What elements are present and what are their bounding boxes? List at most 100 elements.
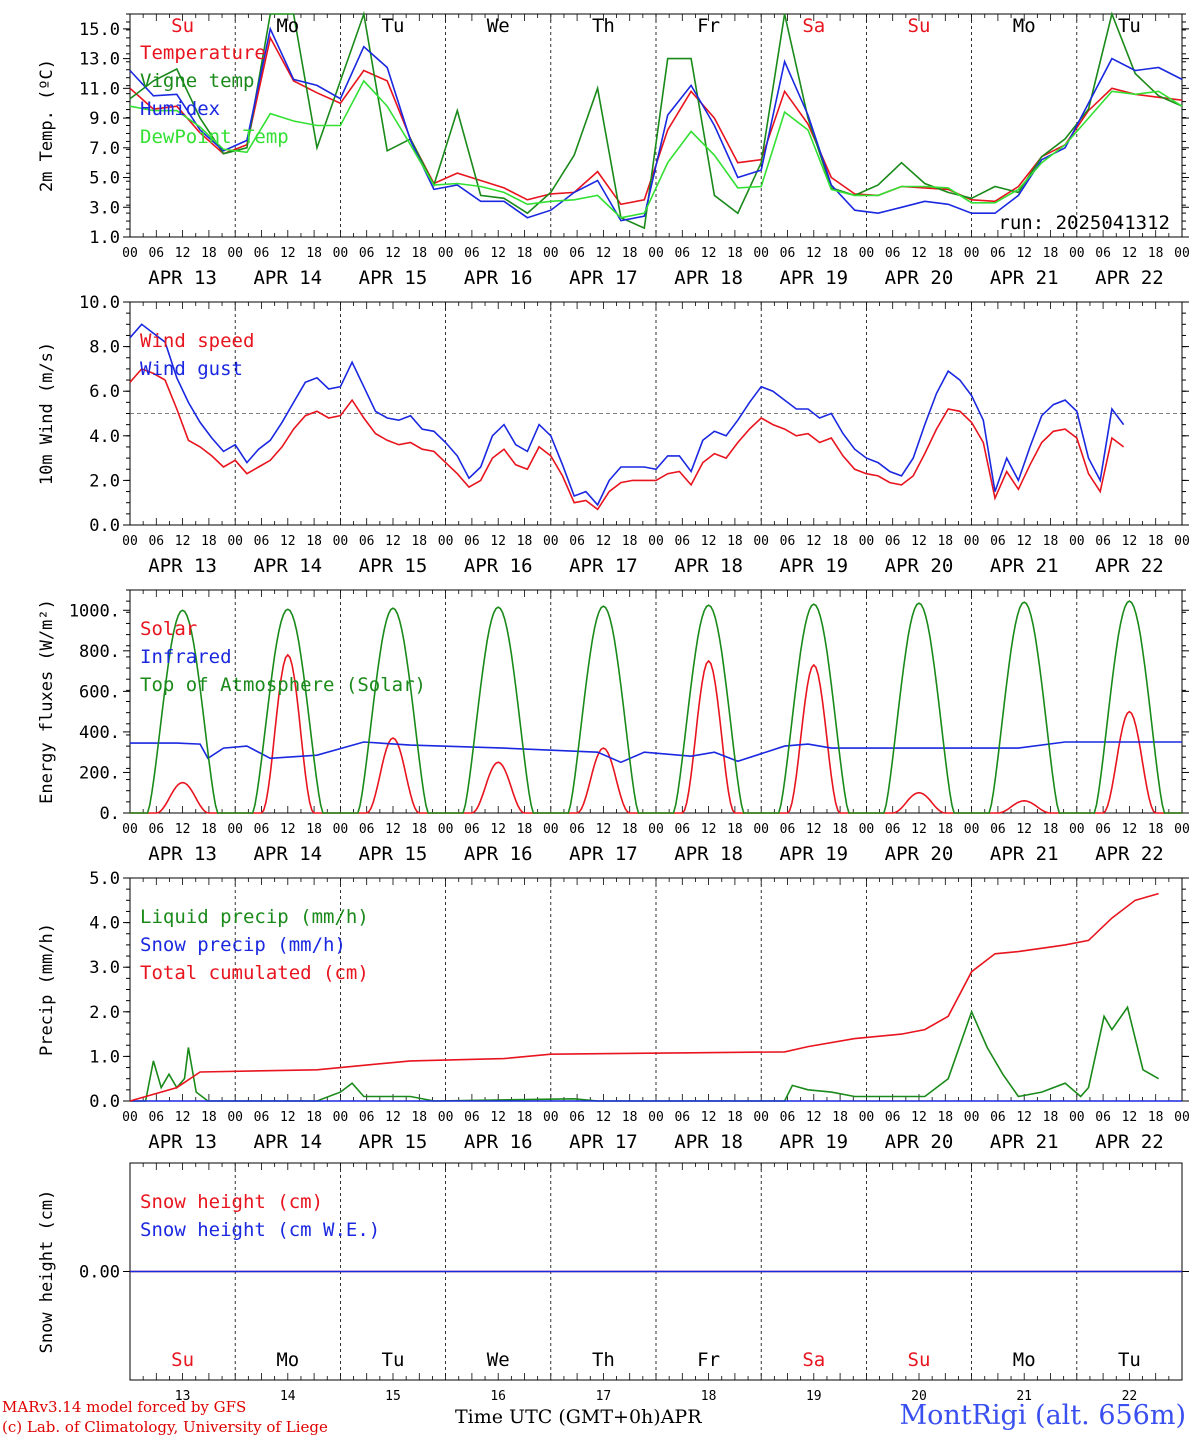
- hour-label: 00: [543, 1110, 559, 1125]
- date-label: APR 16: [464, 1131, 533, 1153]
- hour-label: 00: [333, 1110, 349, 1125]
- x-axis-title-text: Time UTC (GMT+0h): [455, 1406, 661, 1428]
- hour-label: 06: [1095, 246, 1111, 261]
- y-tick-label: 5.0: [89, 169, 120, 189]
- y-tick-label: 0.: [100, 804, 120, 824]
- hour-label: 18: [517, 246, 533, 261]
- hour-label: 12: [1016, 246, 1032, 261]
- hour-label: 00: [227, 534, 243, 549]
- hour-label: 18: [832, 822, 848, 837]
- day-number: 17: [596, 1389, 612, 1404]
- hour-label: 12: [806, 822, 822, 837]
- hour-label: 00: [1069, 534, 1085, 549]
- hour-label: 06: [990, 1110, 1006, 1125]
- hour-label: 12: [175, 246, 191, 261]
- legend-label: Infrared: [140, 646, 232, 668]
- hour-label: 06: [1095, 822, 1111, 837]
- date-label: APR 20: [885, 1131, 954, 1153]
- hour-label: 06: [254, 534, 270, 549]
- date-label: APR 21: [990, 843, 1059, 865]
- y-axis-label: 10m Wind (m/s): [37, 342, 57, 485]
- hour-label: 12: [280, 822, 296, 837]
- y-tick-label: 9.0: [89, 109, 120, 129]
- y-tick-label: 800.: [79, 642, 120, 662]
- y-tick-label: 1.0: [89, 228, 120, 248]
- hour-label: 00: [438, 534, 454, 549]
- hour-label: 00: [227, 1110, 243, 1125]
- hour-label: 18: [411, 1110, 427, 1125]
- hour-label: 18: [937, 1110, 953, 1125]
- date-label: APR 18: [674, 843, 743, 865]
- y-axis-label: Energy fluxes (W/m²): [37, 599, 57, 804]
- day-name: Sa: [802, 1349, 825, 1371]
- date-label: APR 14: [253, 555, 322, 577]
- date-label: APR 15: [359, 267, 428, 289]
- hour-label: 18: [517, 534, 533, 549]
- hour-label: 06: [569, 534, 585, 549]
- day-name: Su: [171, 1349, 194, 1371]
- date-label: APR 14: [253, 843, 322, 865]
- plot-frame: [129, 589, 1183, 814]
- hour-label: 18: [411, 822, 427, 837]
- credit-lab: (c) Lab. of Climatology, University of L…: [2, 1418, 328, 1436]
- hour-label: 18: [306, 246, 322, 261]
- hour-label: 06: [254, 822, 270, 837]
- date-label: APR 14: [253, 267, 322, 289]
- y-tick-label: 600.: [79, 682, 120, 702]
- legend-label: Total cumulated (cm): [140, 962, 369, 984]
- date-label: APR 13: [148, 555, 217, 577]
- legend-label: Snow height (cm W.E.): [140, 1219, 380, 1241]
- hour-label: 18: [517, 1110, 533, 1125]
- hour-label: 06: [359, 534, 375, 549]
- hour-label: 00: [122, 822, 138, 837]
- y-tick-label: 1000.: [69, 601, 120, 621]
- hour-label: 12: [1122, 246, 1138, 261]
- hour-label: 12: [490, 822, 506, 837]
- hour-label: 12: [596, 246, 612, 261]
- hour-label: 18: [201, 246, 217, 261]
- hour-label: 06: [885, 534, 901, 549]
- date-label: APR 19: [779, 267, 848, 289]
- hour-label: 12: [911, 822, 927, 837]
- hour-label: 06: [885, 1110, 901, 1125]
- hour-label: 18: [1043, 1110, 1059, 1125]
- hour-label: 06: [148, 534, 164, 549]
- hour-label: 18: [411, 246, 427, 261]
- day-name: Tu: [382, 1349, 405, 1371]
- date-label: APR 13: [148, 267, 217, 289]
- hour-label: 12: [175, 1110, 191, 1125]
- day-name: Tu: [1118, 15, 1141, 37]
- hour-label: 00: [648, 822, 664, 837]
- hour-label: 06: [1095, 1110, 1111, 1125]
- date-label: APR 14: [253, 1131, 322, 1153]
- series-line: [129, 79, 1183, 219]
- hour-label: 12: [806, 534, 822, 549]
- legend-label: Humidex: [140, 98, 220, 120]
- hour-label: 12: [806, 1110, 822, 1125]
- date-label: APR 18: [674, 1131, 743, 1153]
- date-label: APR 19: [779, 843, 848, 865]
- legend-label: Snow precip (mm/h): [140, 934, 346, 956]
- hour-label: 00: [438, 822, 454, 837]
- hour-label: 06: [674, 534, 690, 549]
- hour-label: 00: [859, 246, 875, 261]
- day-name: Sa: [802, 15, 825, 37]
- hour-label: 00: [964, 822, 980, 837]
- date-label: APR 19: [779, 1131, 848, 1153]
- hour-label: 18: [727, 822, 743, 837]
- hour-label: 12: [1016, 822, 1032, 837]
- hour-label: 00: [753, 534, 769, 549]
- hour-label: 00: [859, 1110, 875, 1125]
- hour-label: 18: [201, 1110, 217, 1125]
- date-label: APR 20: [885, 267, 954, 289]
- day-name: Fr: [697, 1349, 720, 1371]
- credit-model: MARv3.14 model forced by GFS: [2, 1398, 247, 1416]
- date-label: APR 22: [1095, 1131, 1164, 1153]
- hour-label: 06: [990, 246, 1006, 261]
- day-name: Tu: [1118, 1349, 1141, 1371]
- hour-label: 00: [438, 1110, 454, 1125]
- legend-label: Wind gust: [140, 358, 243, 380]
- y-tick-label: 3.0: [89, 198, 120, 218]
- day-name: Th: [592, 15, 615, 37]
- hour-label: 06: [990, 534, 1006, 549]
